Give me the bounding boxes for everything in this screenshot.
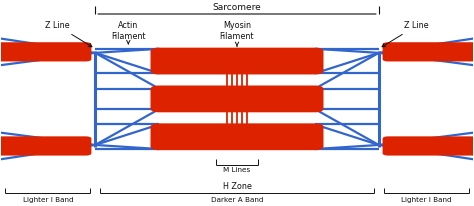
Text: Z Line: Z Line — [45, 21, 92, 47]
FancyBboxPatch shape — [151, 48, 323, 74]
Text: Sarcomere: Sarcomere — [213, 3, 261, 12]
Text: M Lines: M Lines — [223, 167, 251, 173]
Text: Lighter I Band: Lighter I Band — [23, 197, 73, 203]
Text: H Zone: H Zone — [223, 182, 251, 191]
Text: Myosin
Filament: Myosin Filament — [220, 21, 254, 46]
Text: Actin
Filament: Actin Filament — [111, 21, 146, 44]
FancyBboxPatch shape — [151, 123, 323, 150]
FancyBboxPatch shape — [0, 42, 91, 61]
Text: Z Line: Z Line — [382, 21, 429, 47]
Text: Lighter I Band: Lighter I Band — [401, 197, 451, 203]
FancyBboxPatch shape — [383, 42, 474, 61]
Text: Darker A Band: Darker A Band — [211, 197, 263, 203]
FancyBboxPatch shape — [0, 136, 91, 156]
FancyBboxPatch shape — [383, 136, 474, 156]
FancyBboxPatch shape — [151, 85, 323, 112]
